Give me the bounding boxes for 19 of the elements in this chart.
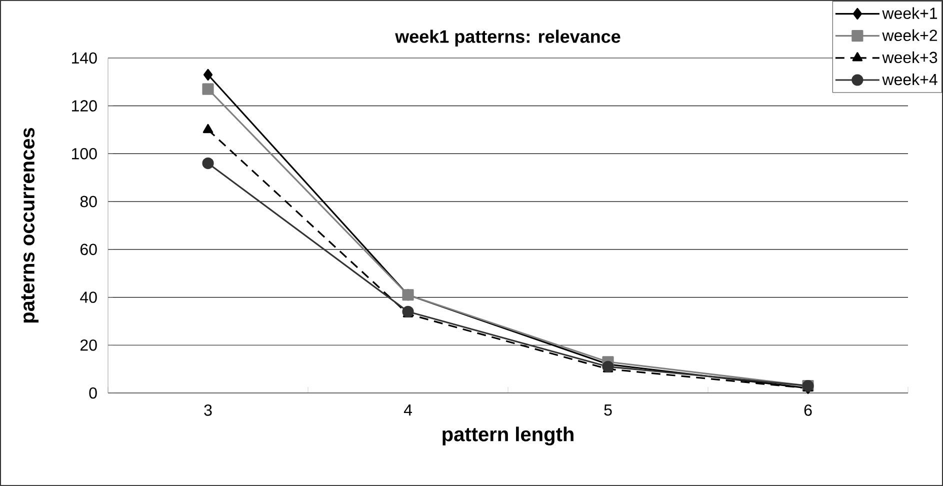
x-axis-title: pattern length bbox=[442, 426, 574, 446]
y-tick-label: 0 bbox=[89, 387, 97, 399]
x-tick-label: 5 bbox=[604, 404, 612, 416]
y-tick-label: 100 bbox=[72, 148, 97, 160]
x-tick-label: 6 bbox=[804, 404, 812, 416]
legend-label: week+1 bbox=[882, 7, 938, 19]
legend-label: week+2 bbox=[882, 29, 937, 42]
legend-label: week+4 bbox=[882, 73, 938, 86]
chart-title: week1 patterns: relevance bbox=[395, 30, 620, 46]
y-tick-label: 40 bbox=[80, 292, 97, 303]
y-tick-label: 120 bbox=[72, 100, 97, 112]
y-tick-label: 80 bbox=[80, 196, 97, 208]
y-tick-label: 140 bbox=[72, 52, 97, 64]
y-tick-label: 20 bbox=[80, 339, 97, 351]
y-tick-label: 60 bbox=[80, 244, 97, 256]
x-tick-label: 3 bbox=[204, 404, 212, 416]
x-tick-label: 4 bbox=[404, 404, 412, 416]
legend-label: week+3 bbox=[882, 51, 938, 64]
y-axis-title: paterns occurrences bbox=[21, 128, 38, 323]
